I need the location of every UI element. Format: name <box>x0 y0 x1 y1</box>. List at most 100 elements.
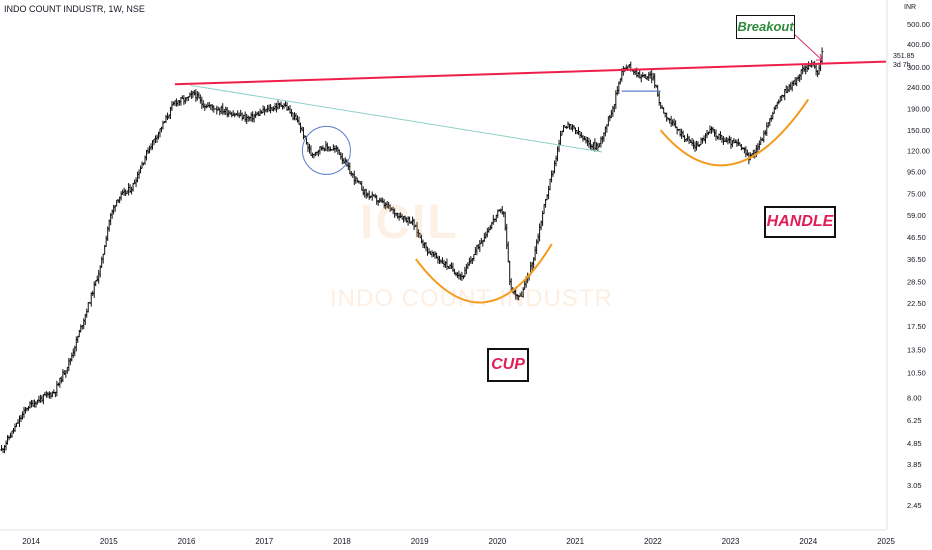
ohlc-bar <box>702 135 706 142</box>
ohlc-bar <box>196 91 199 101</box>
ohlc-bar <box>601 136 604 144</box>
price-tick-label: 6.25 <box>907 416 922 425</box>
ohlc-bar <box>22 406 26 419</box>
price-tick-label: 59.00 <box>907 211 926 220</box>
ohlc-bar <box>146 147 150 155</box>
currency-label[interactable]: INR <box>904 4 917 11</box>
time-axis[interactable]: 2014 2015 2016 2017 2018 2019 2020 2021 2022 2023… <box>0 529 895 546</box>
ohlc-bar <box>94 280 98 287</box>
handle-label[interactable]: HANDLE <box>764 206 836 238</box>
price-tick-label: 10.50 <box>907 369 926 378</box>
ohlc-bar <box>725 137 728 143</box>
price-tick-label: 46.50 <box>907 233 926 242</box>
ohlc-bar <box>252 113 256 123</box>
ohlc-bar <box>236 110 240 117</box>
ohlc-bar <box>69 358 72 366</box>
ohlc-bar <box>341 153 344 165</box>
resistance-trendline <box>174 60 887 86</box>
ohlc-bar <box>66 367 69 374</box>
ohlc-bar <box>97 269 101 284</box>
ohlc-bar <box>499 208 503 214</box>
ohlc-bar <box>450 262 453 270</box>
ohlc-bar <box>89 292 93 307</box>
ohlc-bar <box>714 129 718 141</box>
ohlc-bar <box>583 136 586 141</box>
ohlc-bar <box>344 157 347 164</box>
ohlc-bar <box>221 103 225 115</box>
ohlc-bar <box>641 72 645 78</box>
ohlc-bar <box>710 126 713 134</box>
ohlc-bar <box>200 96 204 109</box>
ohlc-bar <box>119 191 123 201</box>
time-tick-label: 2022 <box>644 537 662 546</box>
ohlc-bar <box>459 273 462 281</box>
ohlc-bar <box>339 151 343 160</box>
ohlc-bar <box>13 423 17 433</box>
ohlc-bar <box>169 106 172 120</box>
ohlc-bar <box>152 138 156 146</box>
price-axis[interactable]: 300.00 240.00 190.00 150.00 120.00 95.00 75.00… <box>886 0 930 530</box>
ohlc-bar <box>542 204 546 215</box>
ohlc-bar <box>248 116 251 122</box>
ohlc-bar <box>287 106 290 111</box>
ohlc-bar <box>671 119 674 126</box>
ohlc-bar <box>442 259 446 268</box>
ohlc-bar <box>164 114 168 124</box>
ohlc-bar <box>771 111 775 120</box>
ohlc-bar <box>491 214 495 225</box>
ohlc-bar <box>441 257 444 264</box>
ohlc-bar <box>550 170 553 183</box>
ohlc-bar <box>645 76 649 81</box>
ohlc-bar <box>644 74 648 80</box>
ohlc-bar <box>10 430 14 438</box>
ohlc-bar <box>578 130 582 139</box>
ohlc-bar <box>269 104 272 114</box>
ohlc-bar <box>101 253 105 264</box>
ohlc-bar <box>158 128 162 138</box>
ohlc-bar <box>348 162 352 175</box>
ohlc-bar <box>768 118 772 127</box>
ohlc-bar <box>210 104 214 112</box>
ohlc-bar <box>548 178 552 191</box>
ohlc-bar <box>327 146 331 152</box>
ohlc-bar <box>326 142 329 152</box>
ohlc-bar <box>772 106 776 115</box>
ohlc-bar <box>436 255 440 264</box>
ohlc-bar <box>293 112 296 121</box>
ohlc-bar <box>1 447 5 454</box>
ohlc-bar <box>249 112 253 122</box>
ohlc-bar <box>193 89 196 96</box>
ohlc-bar <box>665 112 668 122</box>
ohlc-bar <box>239 109 242 117</box>
price-tick-label: 150.00 <box>907 126 930 135</box>
breakout-label[interactable]: Breakout <box>736 15 795 39</box>
last-price-value: 351.85 <box>893 53 915 60</box>
ohlc-bar <box>592 142 595 150</box>
ohlc-bar <box>136 171 139 183</box>
price-tick-label: 28.50 <box>907 277 926 286</box>
ohlc-bar <box>756 143 760 153</box>
price-tick-label: 75.00 <box>907 189 926 198</box>
diagonal-trendline <box>190 84 603 153</box>
ohlc-bar <box>145 149 148 161</box>
ohlc-bar <box>569 124 573 130</box>
ohlc-bar <box>610 109 613 119</box>
ohlc-bar <box>139 165 142 174</box>
breakout-arrow <box>793 33 823 61</box>
ohlc-bar <box>746 149 749 156</box>
ohlc-bar <box>74 336 78 352</box>
ohlc-bar <box>148 145 151 154</box>
ohlc-bar <box>758 140 761 150</box>
ohlc-bar <box>296 115 299 123</box>
ohlc-bar <box>276 100 280 110</box>
ohlc-bar <box>291 112 295 121</box>
ohlc-bar <box>783 89 787 101</box>
price-tick-label: 300.00 <box>907 63 930 72</box>
cup-label[interactable]: CUP <box>487 348 529 382</box>
symbol-header[interactable]: INDO COUNT INDUSTR, 1W, NSE <box>4 4 145 14</box>
ohlc-bar <box>584 136 588 144</box>
ohlc-bar <box>787 84 791 93</box>
ohlc-bar <box>175 98 178 107</box>
ohlc-bar <box>282 102 286 109</box>
